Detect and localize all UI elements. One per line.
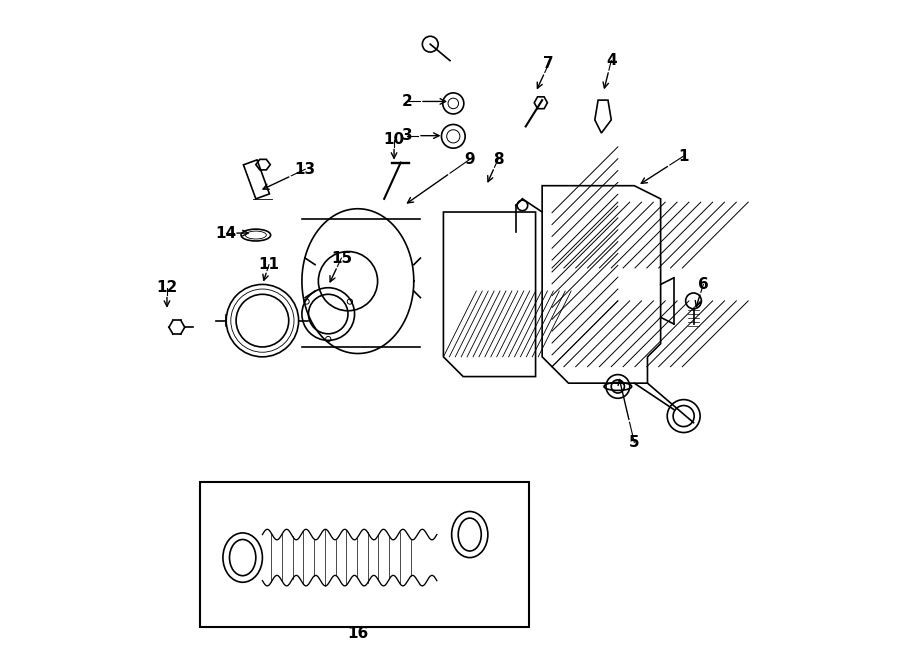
Text: 5: 5 — [629, 435, 640, 450]
Text: 7: 7 — [544, 56, 554, 71]
Polygon shape — [535, 97, 547, 108]
Text: 9: 9 — [464, 152, 475, 167]
Text: 8: 8 — [492, 152, 503, 167]
Text: 13: 13 — [294, 162, 316, 176]
Text: 12: 12 — [157, 280, 177, 295]
Text: 1: 1 — [679, 149, 688, 163]
Bar — [243, 160, 269, 199]
Text: 10: 10 — [383, 132, 405, 147]
Text: 6: 6 — [698, 277, 709, 292]
Text: 2: 2 — [401, 94, 412, 109]
Text: 3: 3 — [402, 128, 412, 143]
Text: 14: 14 — [216, 225, 237, 241]
Bar — [200, 482, 529, 627]
Text: 4: 4 — [606, 53, 616, 68]
Text: 11: 11 — [258, 257, 280, 272]
Text: 15: 15 — [331, 251, 352, 266]
Text: 16: 16 — [347, 626, 368, 641]
